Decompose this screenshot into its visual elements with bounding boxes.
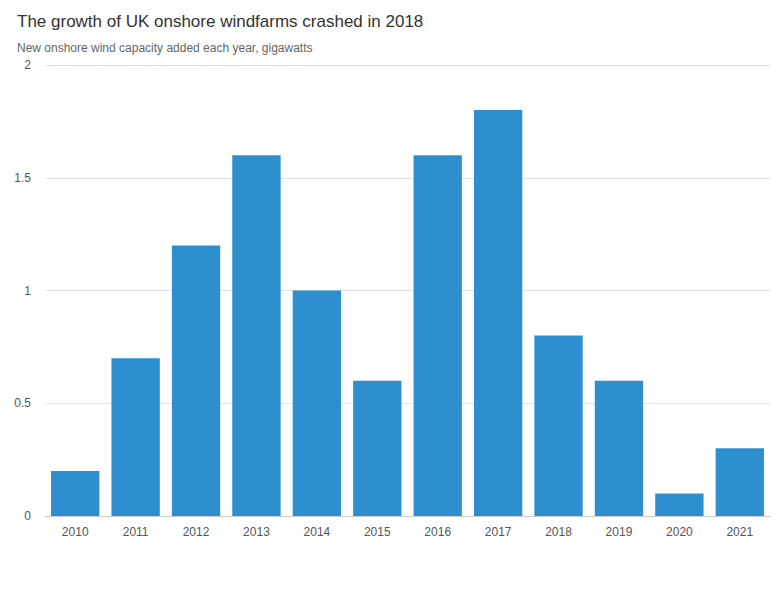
svg-text:2011: 2011: [123, 525, 149, 539]
svg-text:2: 2: [24, 58, 31, 72]
svg-text:2016: 2016: [424, 525, 451, 539]
svg-text:The growth of UK onshore windf: The growth of UK onshore windfarms crash…: [17, 12, 423, 31]
svg-text:2021: 2021: [726, 525, 753, 539]
svg-text:2018: 2018: [545, 525, 572, 539]
svg-text:2017: 2017: [485, 525, 512, 539]
svg-text:2015: 2015: [364, 525, 391, 539]
svg-text:1.5: 1.5: [14, 171, 31, 185]
svg-text:2010: 2010: [62, 525, 89, 539]
svg-text:2013: 2013: [243, 525, 270, 539]
svg-text:1: 1: [24, 284, 31, 298]
svg-text:New onshore wind capacity adde: New onshore wind capacity added each yea…: [17, 41, 313, 55]
svg-text:0.5: 0.5: [14, 396, 31, 410]
svg-text:0: 0: [24, 509, 31, 523]
svg-text:2019: 2019: [606, 525, 633, 539]
svg-text:2014: 2014: [304, 525, 331, 539]
svg-text:2012: 2012: [183, 525, 210, 539]
svg-text:2020: 2020: [666, 525, 693, 539]
